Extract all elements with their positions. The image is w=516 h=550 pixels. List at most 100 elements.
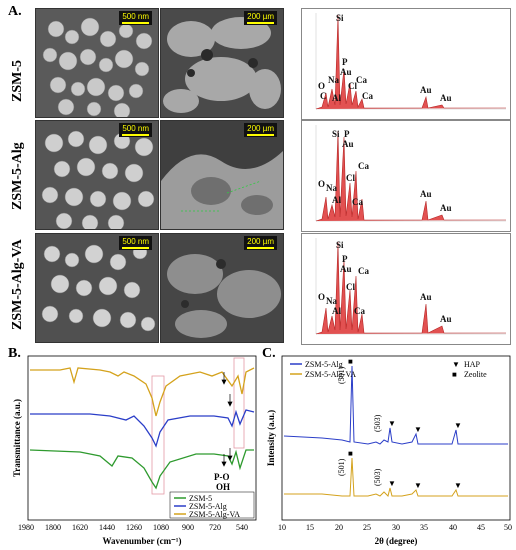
eds-label: Al [332, 93, 341, 103]
ftir-xtick: 1080 [153, 523, 169, 532]
eds-label: Si [332, 129, 340, 139]
eds-label: Au [340, 67, 352, 77]
xrd-xtick: 35 [420, 523, 428, 532]
eds-label: Na [328, 75, 339, 85]
ftir-series-zsm5 [29, 449, 254, 490]
sem-scale-bar: 200 µm [244, 123, 277, 137]
eds-label: Au [340, 264, 352, 274]
eds-label: P [344, 129, 350, 139]
eds-label: Au [420, 189, 432, 199]
eds-label: O [318, 292, 325, 302]
row-label-zsm5-alg-va: ZSM-5-Alg-VA [10, 239, 25, 330]
ftir-xtick: 900 [182, 523, 194, 532]
xrd-xtick: 50 [504, 523, 512, 532]
panel-c-label: C. [262, 346, 276, 361]
xrd-legend-hap-symbol: ▼ [452, 360, 460, 369]
ftir-xlabel: Wavenumber (cm⁻¹) [102, 536, 181, 546]
sem-scale-bar: 500 nm [119, 11, 152, 25]
ftir-xtick: 1440 [99, 523, 115, 532]
xrd-xtick: 25 [363, 523, 371, 532]
xrd-legend-zsm5-alg: ZSM-5-Alg [305, 360, 343, 369]
xrd-hap-marker: ▼ [414, 425, 422, 434]
xrd-legend-hap: HAP [464, 360, 481, 369]
eds-label: C [320, 91, 327, 101]
sem-image-zsm5-alg-va-nano: 500 nm [35, 233, 159, 343]
xrd-legend-zeolite-symbol: ■ [452, 370, 457, 379]
ftir-legend: ZSM-5 ZSM-5-Alg ZSM-5-Alg-VA [169, 491, 255, 519]
xrd-xtick: 40 [449, 523, 457, 532]
eds-label: Cl [346, 282, 355, 292]
eds-spectrum-zsm5-alg: Si P Au Na O Al Cl Ca Ca Au Au [301, 120, 511, 232]
eds-label: Cl [346, 173, 355, 183]
eds-label: Al [332, 306, 341, 316]
eds-label: Au [440, 203, 452, 213]
xrd-chart: ■ (501) ■ (501) (503) (503) ▼ ▼ ▼ ▼ ▼ ▼ … [266, 355, 512, 546]
eds-spectrum-zsm5: Si Na O C Al P Au Cl Ca Ca Au Au [301, 8, 511, 120]
eds-label: Au [342, 139, 354, 149]
ftir-series-zsm5-alg-va [30, 367, 255, 417]
xrd-xtick: 45 [477, 523, 485, 532]
ftir-ylabel: Transmittance (a.u.) [12, 399, 22, 477]
eds-label: P [342, 57, 348, 67]
xrd-xtick: 20 [335, 523, 343, 532]
xrd-peak-label-501: (501) [337, 366, 346, 384]
row-label-zsm5: ZSM-5 [10, 60, 25, 102]
xrd-hap-marker: ▼ [454, 421, 462, 430]
xrd-zeolite-marker: ■ [348, 449, 353, 458]
eds-label: P [342, 254, 348, 264]
xrd-hap-marker: ▼ [388, 479, 396, 488]
xrd-ylabel: Intensity (a.u.) [266, 410, 276, 466]
ftir-xtick: 1980 [18, 523, 34, 532]
eds-label: Si [336, 13, 344, 23]
xrd-legend-zeolite: Zeolite [464, 370, 487, 379]
xrd-legend: ZSM-5-Alg ZSM-5-Alg-VA ▼ HAP ■ Zeolite [290, 360, 487, 379]
xrd-xtick: 15 [306, 523, 314, 532]
panel-b-label: B. [8, 346, 21, 361]
xrd-xlabel: 2θ (degree) [375, 536, 418, 546]
ftir-annotation-po: P-O [214, 472, 230, 482]
xrd-hap-marker: ▼ [388, 419, 396, 428]
eds-label: Na [326, 183, 337, 193]
xrd-xtick: 30 [392, 523, 400, 532]
ftir-legend-zsm5-alg-va: ZSM-5-Alg-VA [189, 510, 240, 519]
xrd-hap-marker: ▼ [414, 481, 422, 490]
eds-label: Au [440, 314, 452, 324]
sem-scale-bar: 200 µm [244, 11, 277, 25]
eds-label: O [318, 81, 325, 91]
eds-label: Ca [362, 91, 373, 101]
eds-label: Ca [358, 266, 369, 276]
eds-label: Ca [354, 306, 365, 316]
xrd-zeolite-marker: ■ [348, 357, 353, 366]
sem-scale-bar: 200 µm [244, 236, 277, 250]
ftir-chart: P-O OH ZSM-5 ZSM-5-Alg ZSM-5-Alg-VA 1980… [12, 355, 257, 546]
eds-label: Ca [358, 161, 369, 171]
sem-image-zsm5-alg-micro: 200 µm [160, 120, 284, 230]
sem-image-zsm5-micro: 200 µm [160, 8, 284, 118]
ftir-xtick: 720 [209, 523, 221, 532]
panel-a-label: A. [8, 4, 22, 19]
eds-label: O [318, 179, 325, 189]
eds-label: Al [332, 195, 341, 205]
eds-label: Ca [352, 197, 363, 207]
xrd-xtick: 10 [278, 523, 286, 532]
sem-image-zsm5-alg-va-micro: 200 µm [160, 233, 284, 343]
xrd-peak-label-503: (503) [373, 414, 382, 432]
ftir-legend-zsm5-alg: ZSM-5-Alg [189, 502, 227, 511]
ftir-annotation-oh: OH [216, 482, 230, 492]
sem-image-zsm5-alg-nano: 500 nm [35, 120, 159, 230]
eds-label: Ca [356, 75, 367, 85]
eds-label: Au [420, 292, 432, 302]
ftir-legend-zsm5: ZSM-5 [189, 494, 212, 503]
row-label-zsm5-alg: ZSM-5-Alg [10, 142, 25, 210]
ftir-highlight-box [151, 375, 165, 495]
sem-scale-bar: 500 nm [119, 236, 152, 250]
xrd-legend-zsm5-alg-va: ZSM-5-Alg-VA [305, 370, 356, 379]
eds-label: Si [336, 240, 344, 250]
eds-label: Na [326, 296, 337, 306]
ftir-xtick: 1260 [126, 523, 142, 532]
xrd-series-zsm5-alg-va [284, 457, 508, 497]
xrd-peak-label-503: (503) [373, 468, 382, 486]
xrd-hap-marker: ▼ [454, 481, 462, 490]
xrd-series-zsm5-alg [283, 365, 508, 445]
xrd-peak-label-501: (501) [337, 458, 346, 476]
